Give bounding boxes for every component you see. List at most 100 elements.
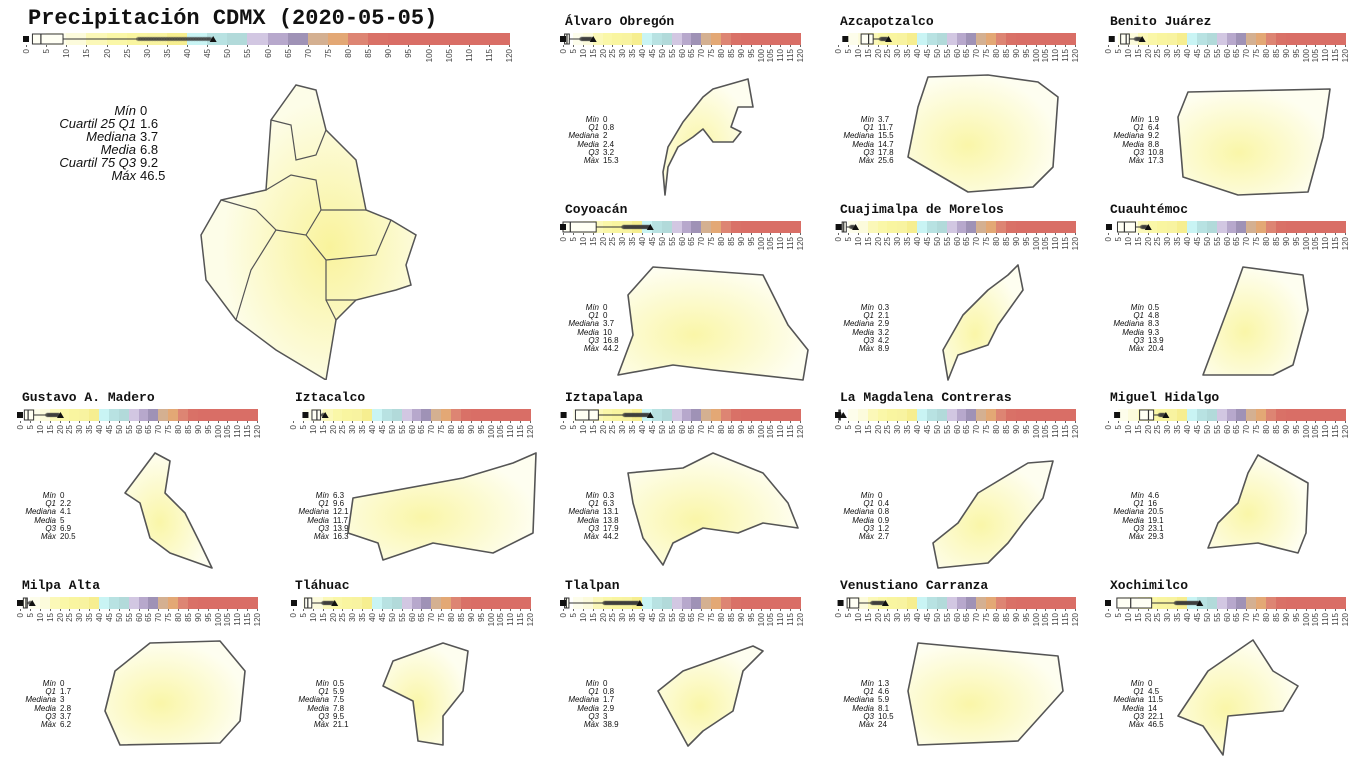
colorbar-segment [287,33,309,45]
tick-mark [1236,233,1238,235]
tick-label: 110 [233,613,243,626]
colorbar-segment [711,409,722,421]
outlier-point [321,600,326,606]
colorbar-segment [1325,221,1336,233]
outlier-point [627,600,632,606]
outlier-point [631,224,636,230]
colorbar-segment [362,409,373,421]
tick-mark [128,609,130,611]
outlier-point [1139,224,1145,230]
stat-row: Máx 20.5 [20,532,76,541]
tick-mark [1335,45,1337,47]
stat-label: Mediana [843,507,874,517]
colorbar-segment [441,597,452,609]
colorbar-segment [976,221,987,233]
tick-label: 15 [318,425,328,434]
stat-row: Mediana 1.7 [563,696,619,704]
tick-label: 100 [756,613,766,627]
stat-value: 0 [140,103,148,118]
stat-row: Q1 1.7 [20,687,71,696]
tick-mark [711,45,713,47]
tick-mark [877,421,879,423]
colorbar-segment [926,597,938,609]
colorbar-segment [642,597,653,609]
colorbar-segment [1045,597,1056,609]
tick-mark [1167,421,1169,423]
tick-label: 115 [243,613,253,626]
boxplot-box [311,409,321,421]
panel-title: Cuajimalpa de Morelos [840,202,1004,217]
tick-label: 80 [992,237,1001,246]
tick-label: 20 [55,613,65,622]
stat-value: 0 [60,679,65,688]
min-marker [17,412,23,418]
stat-value: 10.5 [878,711,894,721]
tick-mark [750,421,752,423]
colorbar-segment [1196,221,1208,233]
tick-label: 75 [1252,613,1262,622]
stat-row: Media 14 [1108,704,1164,713]
tick-label: 120 [796,49,805,63]
stat-value: 8.3 [1148,319,1160,329]
outlier-point [641,412,647,418]
stat-value: 3.7 [878,115,890,124]
colorbar-segment [128,409,139,421]
tick-label: 70 [154,425,164,434]
outlier-point [147,36,152,42]
tick-mark [1005,45,1007,47]
tick-label: 120 [1341,237,1350,251]
tick-label: 105 [766,49,776,63]
tick-label: 0 [1104,613,1113,618]
tick-mark [986,421,988,423]
colorbar-segment [730,409,742,421]
tick-mark [49,421,51,423]
outlier-point [51,412,57,418]
tick-mark [312,609,314,611]
tick-label: 100 [1301,425,1311,439]
stat-value: 3.2 [603,147,615,157]
colorbar: 0 5 10 15 20 25 30 35 40 45 50 55 60 65 70 75 80 85 90 95 10… [16,409,262,438]
tick-label: 20 [873,49,883,58]
colorbar-segment [711,33,722,45]
tick-label: 90 [466,613,476,622]
tick-label: 75 [1252,49,1262,58]
tick-mark [711,421,713,423]
tick-label: 65 [1232,49,1242,58]
stat-row: Media 10 [563,328,619,337]
colorbar-segment [197,409,209,421]
colorbar-segment [510,597,521,609]
stat-value: 2.4 [603,139,615,149]
tick-label: 45 [922,425,932,434]
stat-label: Máx [583,532,599,542]
colorbar-segment [691,597,702,609]
borough-outline [1202,266,1309,376]
colorbar-segment [148,409,159,421]
tick-mark [661,421,663,423]
tick-mark [126,45,128,47]
stat-row: Máx 8.9 [838,344,889,353]
tick-label: 60 [134,425,144,434]
tick-label: 25 [608,237,618,246]
tick-label: 25 [608,49,618,58]
tick-label: 50 [387,613,397,622]
colorbar-segment [1035,597,1046,609]
stat-value: 3.2 [878,327,890,337]
colorbar-segment [510,409,521,421]
tick-mark [936,609,938,611]
tick-mark [847,421,849,423]
tick-label: 20 [873,613,883,622]
tick-mark [168,421,170,423]
outlier-point [606,600,611,606]
tick-mark [500,421,502,423]
tick-mark [691,609,693,611]
tick-mark [1285,609,1287,611]
tick-label: 15 [318,613,328,622]
colorbar-segment [1246,221,1257,233]
tick-label: 115 [1061,613,1071,626]
stat-row: Q3 22.1 [1108,712,1163,721]
tick-label: 50 [1202,613,1212,622]
stat-label: Mín [114,103,136,118]
outlier-point [579,36,585,42]
tick-mark [342,609,344,611]
tick-label: 0 [289,425,298,430]
